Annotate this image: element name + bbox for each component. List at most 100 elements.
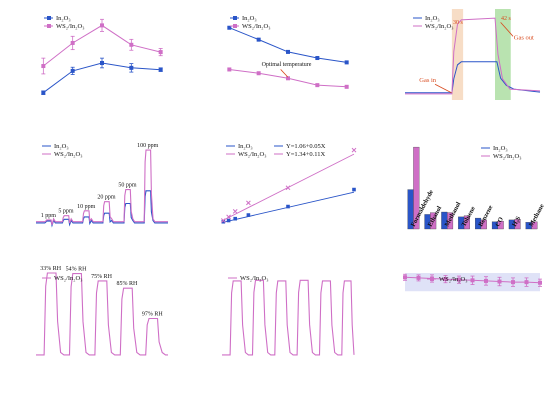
bar [531,221,538,230]
data-point [315,56,320,61]
legend-marker [430,277,434,281]
data-point [221,219,226,224]
data-point [100,23,104,28]
data-point [285,185,291,191]
data-point [232,209,238,214]
bar [447,212,454,230]
data-point [315,83,320,88]
category-label: CO [494,216,505,228]
legend-entry: Y=1.34+0.11X [286,151,326,158]
legend-entry: WS₂/In₂O₃ [238,151,266,158]
legend-entry: In₂O₃ [425,15,440,22]
response-region [451,9,464,100]
annotation-arrow [280,69,289,78]
data-point [403,275,407,280]
data-point [226,218,231,223]
series-line [229,27,347,63]
pulse-label: 54% RH [66,267,88,273]
data-point [286,204,290,209]
annotation-optimal-temperature: Optimal temperature [262,62,312,68]
panel-h: WS₂/In₂O₃ [222,275,355,356]
pulse-label: 50 ppm [118,183,137,189]
data-point [100,60,104,65]
bar [480,219,487,230]
bar [463,215,470,230]
data-point [524,280,529,285]
series-line [222,279,355,356]
legend-entry: WS₂/In₂O₃ [242,23,270,30]
data-point [484,278,488,283]
annotation-recovery-time: 42 s [501,16,512,22]
legend-entry: In₂O₃ [493,145,508,152]
series-line [36,272,168,356]
data-point [226,214,231,220]
data-point [457,277,461,282]
panel-i: WS₂/In₂O₃ [403,273,542,292]
data-point [70,68,75,73]
annotation-response-time: 30 s [453,20,464,26]
legend-entry: Y=1.06+0.05X [286,143,326,150]
data-point [286,76,290,81]
data-point [344,84,349,89]
legend-entry: WS₂/In₂O₃ [56,23,84,30]
annotation-gas-out: Gas out [514,34,534,41]
pulse-label: 100 ppm [137,143,159,149]
data-point [41,90,46,95]
legend-entry: WS₂/In₂O₃ [425,23,453,30]
series-line [36,149,168,226]
data-point [352,187,356,192]
pulse-label: 10 ppm [77,204,96,210]
data-point [246,200,251,206]
data-point [246,213,251,217]
data-point [70,40,75,45]
legend-entry: WS₂/In₂O₃ [54,275,82,282]
legend-entry: In₂O₃ [56,15,71,22]
pulse-label: 85% RH [116,281,138,287]
data-point [220,218,226,223]
legend-entry: In₂O₃ [238,143,253,150]
data-point [511,280,515,285]
data-point [256,37,261,42]
annotation-arrow [500,22,514,37]
annotation-gas-in: Gas in [419,77,437,84]
legend-entry: WS₂/In₂O₃ [493,153,521,160]
data-point [286,49,290,54]
data-point [233,216,237,221]
pulse-label: 75% RH [91,274,113,280]
legend-entry: WS₂/In₂O₃ [240,275,268,282]
series-line [405,17,541,95]
data-point [256,71,261,76]
data-point [351,147,357,153]
pulse-label: 20 ppm [97,195,116,201]
legend-marker [233,24,237,28]
category-label: H₂S [511,215,522,228]
data-point [158,67,163,72]
data-point [344,60,349,65]
legend-marker [47,24,51,28]
data-point [443,277,448,282]
legend-entry: WS₂/In₂O₃ [54,151,82,158]
legend-entry: WS₂/In₂O₃ [439,276,467,283]
data-point [41,64,46,69]
recovery-region [495,9,511,100]
data-point [470,278,475,283]
legend-marker [233,16,237,20]
data-point [158,50,163,55]
legend-entry: In₂O₃ [54,143,69,150]
data-point [227,25,232,30]
series-line [36,190,168,228]
bar [497,220,504,230]
pulse-label: 5 ppm [58,209,74,215]
data-point [129,42,134,47]
data-point [538,280,542,285]
annotation-arrow [434,83,452,94]
bar [514,219,521,230]
